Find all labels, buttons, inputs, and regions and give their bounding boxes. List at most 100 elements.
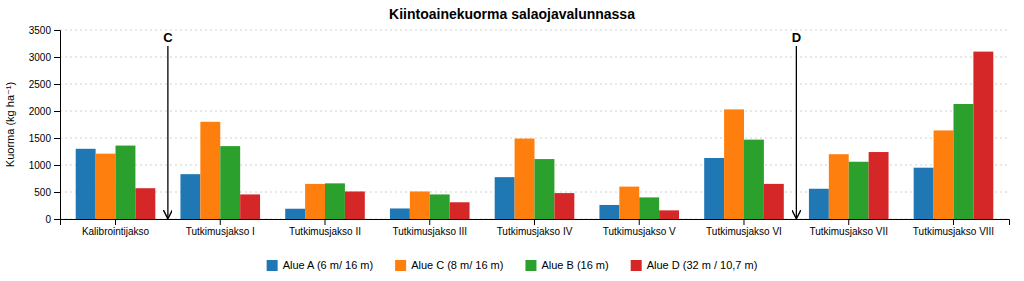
- legend-item: Alue D (32 m / 10,7 m): [631, 259, 758, 271]
- x-tick-mark: [639, 219, 640, 225]
- bar-series: [135, 52, 993, 219]
- y-tick-mark: [54, 192, 60, 193]
- legend-item: Alue B (16 m): [525, 259, 608, 271]
- bar: [430, 194, 450, 219]
- annotation: C: [163, 30, 173, 45]
- x-tick: Tutkimusjakso VII: [809, 219, 888, 237]
- bar: [135, 188, 155, 219]
- bar: [724, 109, 744, 219]
- bar: [619, 187, 639, 219]
- y-tick-mark: [54, 165, 60, 166]
- bar: [180, 174, 200, 219]
- legend-label: Alue B (16 m): [541, 259, 608, 271]
- x-tick-label: Tutkimusjakso IV: [497, 226, 573, 237]
- title: Kiintoainekuorma salaojavalunnassa: [389, 6, 635, 22]
- y-tick-mark: [54, 57, 60, 58]
- x-tick: Tutkimusjakso II: [289, 219, 361, 237]
- grid-line: [60, 57, 1009, 58]
- x-tick-mark: [848, 219, 849, 225]
- x-tick-label: Tutkimusjakso II: [289, 226, 361, 237]
- legend: Alue A (6 m/ 16 m) Alue C (8 m/ 16 m) Alue…: [267, 259, 758, 271]
- bar: [659, 210, 679, 219]
- bar: [934, 130, 954, 219]
- x-tick-mark: [429, 219, 430, 225]
- x-tick-label: Tutkimusjakso VI: [706, 226, 782, 237]
- y-tick: 1500: [29, 133, 60, 144]
- bar: [599, 205, 619, 219]
- annotation: D: [792, 30, 801, 45]
- bar: [345, 191, 365, 219]
- bar: [285, 209, 305, 219]
- bar: [410, 191, 430, 219]
- y-tick-label: 2500: [29, 79, 52, 90]
- x-tick-mark: [953, 219, 954, 225]
- x-tick-mark: [220, 219, 221, 225]
- grid: [60, 30, 1009, 219]
- bar: [116, 146, 136, 219]
- bars: [76, 52, 994, 219]
- bar: [390, 208, 410, 219]
- bar: [973, 52, 993, 219]
- x-tick-label: Tutkimusjakso III: [392, 226, 467, 237]
- bar: [200, 122, 220, 219]
- legend-swatch: [631, 260, 642, 271]
- x-tick-mark: [325, 219, 326, 225]
- y-tick-mark: [54, 30, 60, 31]
- bar: [809, 189, 829, 219]
- legend-swatch: [395, 260, 406, 271]
- y-tick: 3500: [29, 25, 60, 36]
- bar-series: [116, 104, 974, 219]
- y-tick-label: 2000: [29, 106, 52, 117]
- chart: 0500100015002000250030003500Kalibrointij…: [0, 0, 1024, 281]
- x-tick: Tutkimusjakso I: [186, 219, 255, 237]
- bar: [96, 154, 116, 219]
- y-axis-title: Kuorma (kg ha⁻¹): [4, 82, 16, 167]
- bar: [305, 184, 325, 219]
- bar: [495, 177, 515, 219]
- y-tick-mark: [54, 138, 60, 139]
- y-axis: 0500100015002000250030003500: [29, 25, 61, 225]
- bar: [953, 104, 973, 219]
- grid-line: [60, 30, 1009, 31]
- bar: [849, 162, 869, 219]
- x-tick: Tutkimusjakso III: [392, 219, 467, 237]
- y-tick-mark: [54, 111, 60, 112]
- bar: [829, 154, 849, 219]
- x-tick: Tutkimusjakso VI: [706, 219, 782, 237]
- grid-line: [60, 111, 1009, 112]
- x-tick-label: Kalibrointijakso: [82, 226, 150, 237]
- x-tick-mark: [743, 219, 744, 225]
- bar: [76, 149, 96, 219]
- legend-swatch: [525, 260, 536, 271]
- y-tick-label: 1500: [29, 133, 52, 144]
- bar: [220, 146, 240, 219]
- annotation-arrow: [167, 46, 168, 218]
- x-tick-label: Tutkimusjakso VII: [809, 226, 888, 237]
- x-tick-label: Tutkimusjakso V: [603, 226, 676, 237]
- y-tick-label: 1000: [29, 160, 52, 171]
- x-tick: Tutkimusjakso IV: [497, 219, 573, 237]
- y-tick-mark: [54, 219, 60, 220]
- legend-label: Alue D (32 m / 10,7 m): [647, 259, 758, 271]
- y-axis-line: [54, 31, 61, 220]
- x-tick-mark: [115, 219, 116, 225]
- x-tick-label: Tutkimusjakso I: [186, 226, 255, 237]
- bar: [554, 193, 574, 219]
- bar: [764, 184, 784, 219]
- legend-label: Alue C (8 m/ 16 m): [411, 259, 503, 271]
- bar: [744, 140, 764, 219]
- legend-swatch: [267, 260, 278, 271]
- grid-line: [60, 84, 1009, 85]
- legend-item: Alue C (8 m/ 16 m): [395, 259, 503, 271]
- y-tick-label: 0: [45, 214, 51, 225]
- y-tick-label: 500: [34, 187, 51, 198]
- y-tick: 1000: [29, 160, 60, 171]
- y-tick: 500: [34, 187, 60, 198]
- x-axis-line: [61, 220, 1010, 226]
- bar: [450, 202, 470, 219]
- plot-area: 0500100015002000250030003500Kalibrointij…: [29, 25, 1010, 237]
- bar: [639, 197, 659, 219]
- bar-series: [96, 109, 954, 219]
- annotations: CD: [163, 30, 801, 218]
- legend-item: Alue A (6 m/ 16 m): [267, 259, 373, 271]
